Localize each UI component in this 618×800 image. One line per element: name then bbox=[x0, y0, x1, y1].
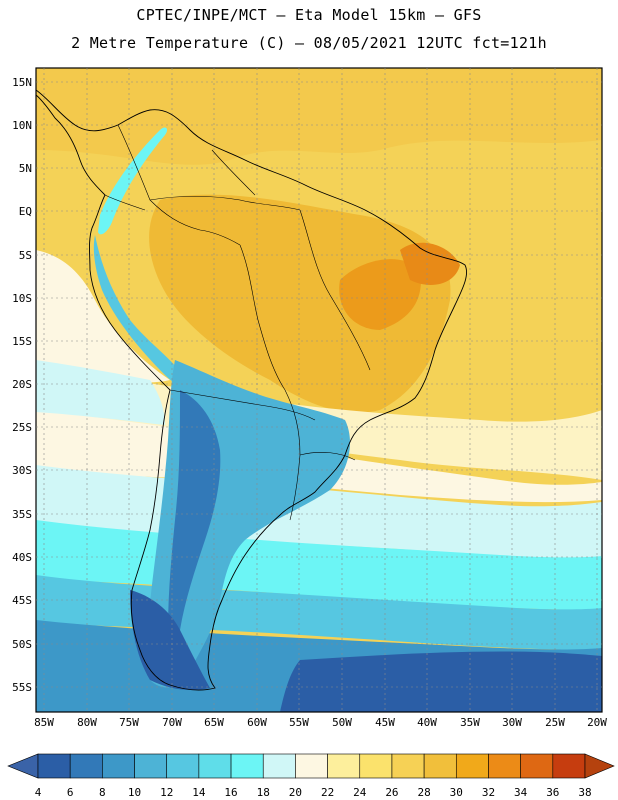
colorbar-swatch bbox=[166, 753, 200, 779]
colorbar-swatches bbox=[37, 753, 586, 779]
colorbar-swatch bbox=[37, 753, 71, 779]
lat-label: 5S bbox=[19, 249, 32, 262]
latitude-labels: 15N 10N 5N EQ 5S 10S 15S 20S 25S 30S 35S… bbox=[12, 76, 32, 694]
colorbar-tick-label: 8 bbox=[99, 786, 106, 799]
colorbar-tick-label: 4 bbox=[35, 786, 42, 799]
lon-label: 65W bbox=[204, 716, 224, 729]
coastline bbox=[35, 89, 467, 691]
colorbar-tick-label: 14 bbox=[192, 786, 206, 799]
lat-label: 55S bbox=[12, 681, 32, 694]
colorbar-tick-label: 32 bbox=[482, 786, 495, 799]
lon-label: 75W bbox=[119, 716, 139, 729]
colorbar-tick-label: 20 bbox=[289, 786, 302, 799]
lat-label: 50S bbox=[12, 638, 32, 651]
colorbar-swatch bbox=[488, 753, 521, 779]
lat-label: 5N bbox=[19, 162, 32, 175]
lat-label: 40S bbox=[12, 551, 32, 564]
lon-label: 25W bbox=[545, 716, 565, 729]
colorbar-tick-label: 26 bbox=[385, 786, 398, 799]
lat-label: 15N bbox=[12, 76, 32, 89]
longitude-labels: 85W 80W 75W 70W 65W 60W 55W 50W 45W 40W … bbox=[34, 716, 607, 729]
colorbar-swatch bbox=[359, 753, 393, 779]
map-title-line-1: CPTEC/INPE/MCT – Eta Model 15km – GFS bbox=[136, 6, 482, 24]
colorbar-tick-label: 36 bbox=[546, 786, 559, 799]
lat-label: 10S bbox=[12, 292, 32, 305]
colorbar-swatch bbox=[552, 753, 586, 779]
colorbar-tick-label: 10 bbox=[128, 786, 141, 799]
colorbar-tick-label: 22 bbox=[321, 786, 334, 799]
colorbar-swatch bbox=[230, 753, 264, 779]
lon-label: 80W bbox=[77, 716, 97, 729]
colorbar-swatch bbox=[423, 753, 457, 779]
lat-label: 20S bbox=[12, 378, 32, 391]
lon-label: 85W bbox=[34, 716, 54, 729]
map-frame bbox=[35, 67, 603, 713]
lat-label: 10N bbox=[12, 119, 32, 132]
lon-label: 70W bbox=[162, 716, 182, 729]
lat-label: 30S bbox=[12, 464, 32, 477]
colorbar-swatch bbox=[520, 753, 554, 779]
lon-label: 20W bbox=[587, 716, 607, 729]
colorbar-swatch bbox=[198, 753, 232, 779]
colorbar: 4 6 8 10 12 14 16 18 20 22 24 26 28 30 32 34 36 38 bbox=[7, 753, 615, 799]
map-title-line-2: 2 Metre Temperature (C) – 08/05/2021 12U… bbox=[71, 34, 547, 52]
lon-label: 40W bbox=[417, 716, 437, 729]
colorbar-swatch bbox=[262, 753, 296, 779]
colorbar-tick-label: 34 bbox=[514, 786, 528, 799]
colorbar-tick-label: 12 bbox=[160, 786, 173, 799]
lon-label: 55W bbox=[289, 716, 309, 729]
colorbar-tick-label: 6 bbox=[67, 786, 74, 799]
colorbar-tick-label: 24 bbox=[353, 786, 367, 799]
colorbar-swatch bbox=[69, 753, 103, 779]
graticule bbox=[36, 68, 602, 712]
lat-label: 35S bbox=[12, 508, 32, 521]
temperature-field bbox=[36, 68, 602, 712]
lon-label: 60W bbox=[247, 716, 267, 729]
colorbar-swatch bbox=[295, 753, 328, 779]
colorbar-tick-label: 38 bbox=[578, 786, 591, 799]
colorbar-tick-labels: 4 6 8 10 12 14 16 18 20 22 24 26 28 30 32 34 36 38 bbox=[35, 786, 592, 799]
lat-label: 15S bbox=[12, 335, 32, 348]
lon-label: 45W bbox=[375, 716, 395, 729]
colorbar-tick-label: 16 bbox=[224, 786, 237, 799]
lat-label: 25S bbox=[12, 421, 32, 434]
colorbar-swatch bbox=[455, 753, 489, 779]
colorbar-swatch bbox=[391, 753, 425, 779]
lat-label: 45S bbox=[12, 594, 32, 607]
colorbar-tick-label: 18 bbox=[257, 786, 270, 799]
lon-label: 30W bbox=[502, 716, 522, 729]
colorbar-swatch bbox=[327, 753, 361, 779]
country-borders bbox=[104, 124, 371, 521]
lon-label: 50W bbox=[332, 716, 352, 729]
colorbar-swatch bbox=[102, 753, 135, 779]
colorbar-low-arrow bbox=[7, 753, 39, 779]
lat-label: EQ bbox=[19, 205, 32, 218]
colorbar-tick-label: 30 bbox=[450, 786, 463, 799]
lon-label: 35W bbox=[460, 716, 480, 729]
colorbar-swatch bbox=[134, 753, 168, 779]
colorbar-tick-label: 28 bbox=[417, 786, 430, 799]
colorbar-high-arrow bbox=[584, 753, 615, 779]
